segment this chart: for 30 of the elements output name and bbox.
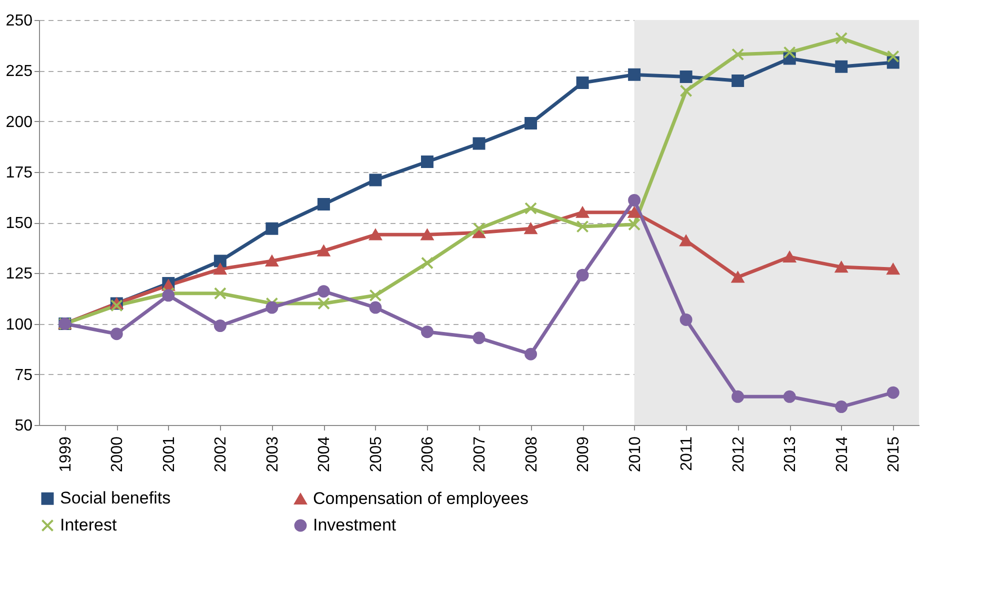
x-tick-label: 2014 <box>834 436 851 472</box>
y-tick-label: 200 <box>6 114 33 131</box>
y-tick-label: 225 <box>6 63 33 80</box>
x-tick-label: 2000 <box>109 436 126 472</box>
legend-label: Compensation of employees <box>313 488 528 508</box>
y-tick-label: 50 <box>14 418 33 434</box>
x-tick-label: 2008 <box>523 436 540 472</box>
x-tick-label: 2002 <box>212 436 230 472</box>
y-tick-label: 125 <box>6 266 33 283</box>
y-tick-label: 100 <box>6 316 33 334</box>
x-tick-label: 2007 <box>472 436 488 472</box>
x-tick-label: 2012 <box>730 436 748 472</box>
y-tick-label: 150 <box>6 215 33 232</box>
x-tick-label: 2004 <box>316 436 334 472</box>
x-tick-label: 2006 <box>420 436 437 472</box>
x-tick-label: 2003 <box>264 436 282 472</box>
y-tick-label: 175 <box>6 164 33 182</box>
x-tick-label: 2010 <box>626 436 644 472</box>
legend-label: Social benefits <box>60 488 171 508</box>
x-tick-label: 2001 <box>160 436 178 472</box>
x-tick-label: 2015 <box>886 436 903 472</box>
y-tick-label: 250 <box>6 12 33 30</box>
y-tick-label: 75 <box>14 366 33 384</box>
legend-label: Investment <box>313 516 396 534</box>
legend-label: Interest <box>60 516 117 534</box>
x-tick-label: 2011 <box>678 436 696 471</box>
x-tick-label: 2005 <box>368 436 385 472</box>
x-tick-label: 2009 <box>575 436 592 472</box>
x-tick-label: 1999 <box>57 436 74 472</box>
x-tick-label: 2013 <box>782 436 800 472</box>
